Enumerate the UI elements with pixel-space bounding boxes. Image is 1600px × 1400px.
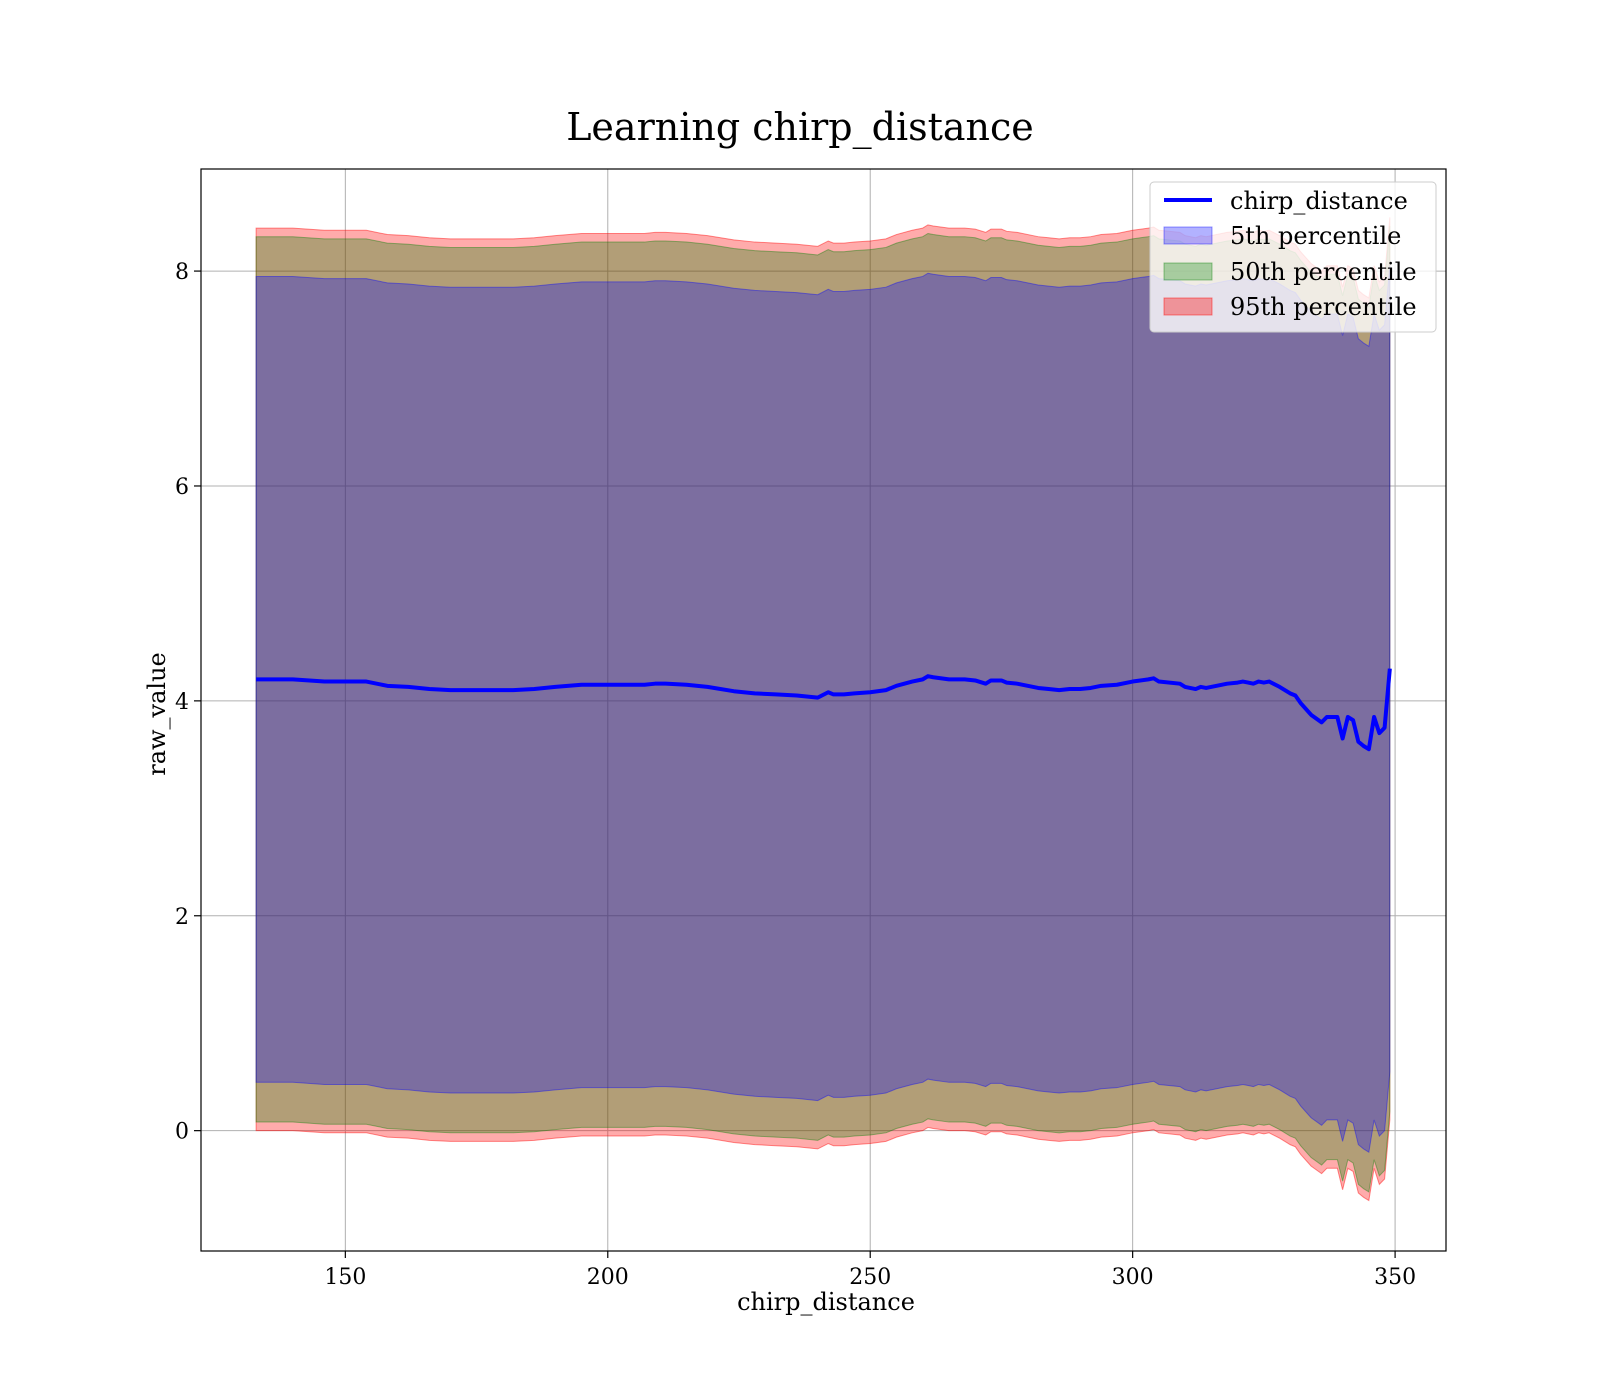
y-tick-label: 8 bbox=[175, 260, 189, 285]
legend-label-chirp-distance: chirp_distance bbox=[1230, 187, 1408, 215]
x-tick-label: 300 bbox=[1112, 1265, 1154, 1290]
line-series bbox=[256, 668, 1392, 752]
y-tick-label: 2 bbox=[175, 905, 189, 930]
x-tick-label: 150 bbox=[324, 1265, 366, 1290]
band-95th-percentile bbox=[255, 217, 1391, 1202]
x-tick-label: 200 bbox=[587, 1265, 629, 1290]
legend-swatch-5th-percentile bbox=[1163, 226, 1213, 245]
percentile-bands bbox=[255, 217, 1391, 1202]
band-50th-percentile bbox=[255, 225, 1391, 1193]
legend-label-5th-percentile: 5th percentile bbox=[1230, 222, 1401, 250]
axis-ticks: 150 200 250 300 350 0 2 4 6 8 bbox=[175, 260, 1416, 1290]
plot-area-frame bbox=[200, 168, 1447, 1252]
line-chirp-distance bbox=[256, 668, 1392, 752]
x-tick-label: 250 bbox=[849, 1265, 891, 1290]
legend-box bbox=[1149, 181, 1437, 333]
legend-swatch-95th-percentile bbox=[1163, 297, 1213, 316]
y-axis-label: raw_value bbox=[143, 652, 171, 776]
y-tick-label: 4 bbox=[175, 690, 189, 715]
chart-title: Learning chirp_distance bbox=[566, 105, 1034, 150]
x-tick-label: 350 bbox=[1374, 1265, 1416, 1290]
y-tick-label: 0 bbox=[175, 1120, 189, 1145]
legend: chirp_distance 5th percentile 50th perce… bbox=[1149, 181, 1437, 333]
x-axis-label: chirp_distance bbox=[737, 1288, 915, 1316]
legend-swatch-50th-percentile bbox=[1163, 262, 1213, 281]
legend-label-95th-percentile: 95th percentile bbox=[1230, 293, 1417, 321]
legend-label-50th-percentile: 50th percentile bbox=[1230, 258, 1417, 286]
band-5th-percentile bbox=[255, 265, 1391, 1153]
y-tick-label: 6 bbox=[175, 475, 189, 500]
